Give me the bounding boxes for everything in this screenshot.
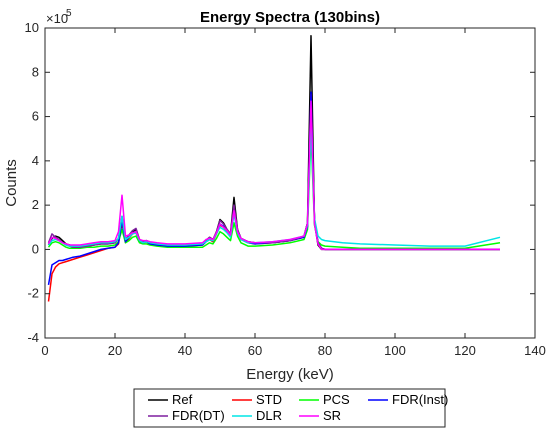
legend-box [133, 388, 446, 428]
y-tick-label: 10 [25, 20, 39, 35]
series-layer [47, 35, 501, 302]
y-exponent-label: ×10 5 [46, 8, 72, 26]
x-tick-label: 40 [178, 343, 192, 358]
y-exponent-base: ×10 [46, 11, 68, 26]
x-axis-title: Energy (keV) [246, 366, 334, 383]
series-line-sr [47, 100, 500, 251]
legend-label-pcs: PCS [323, 392, 350, 407]
y-axis-ticks: -4 -2 0 2 4 6 8 10 [25, 20, 535, 345]
y-tick-label: 6 [32, 109, 39, 124]
x-tick-label: 60 [248, 343, 262, 358]
legend-label-std: STD [256, 392, 282, 407]
y-tick-label: 8 [32, 64, 39, 79]
y-tick-label: 0 [32, 241, 39, 256]
x-tick-label: 0 [41, 343, 48, 358]
y-tick-label: 4 [32, 153, 39, 168]
legend-label-fdr-dt: FDR(DT) [172, 408, 225, 423]
legend-label-fdr-inst: FDR(Inst) [392, 392, 448, 407]
legend: Ref STD PCS FDR(Inst) FDR(DT) DLR SR [133, 388, 448, 428]
x-tick-label: 140 [524, 343, 546, 358]
chart-title: Energy Spectra (130bins) [200, 9, 380, 26]
y-exponent-power: 5 [66, 8, 72, 19]
x-tick-label: 120 [454, 343, 476, 358]
plot-area-frame [44, 27, 536, 339]
x-tick-label: 100 [384, 343, 406, 358]
legend-label-sr: SR [323, 408, 341, 423]
legend-label-dlr: DLR [256, 408, 282, 423]
x-tick-label: 80 [318, 343, 332, 358]
y-tick-label: -4 [27, 330, 39, 345]
x-tick-label: 20 [108, 343, 122, 358]
y-axis-title: Counts [3, 159, 20, 207]
plot-area: -4 -2 0 2 4 6 8 10 0 20 40 60 80 100 120 140 [25, 20, 546, 358]
y-tick-label: 2 [32, 197, 39, 212]
y-tick-label: -2 [27, 286, 39, 301]
x-axis-ticks: 0 20 40 60 80 100 120 140 [41, 28, 546, 358]
legend-label-ref: Ref [172, 392, 193, 407]
